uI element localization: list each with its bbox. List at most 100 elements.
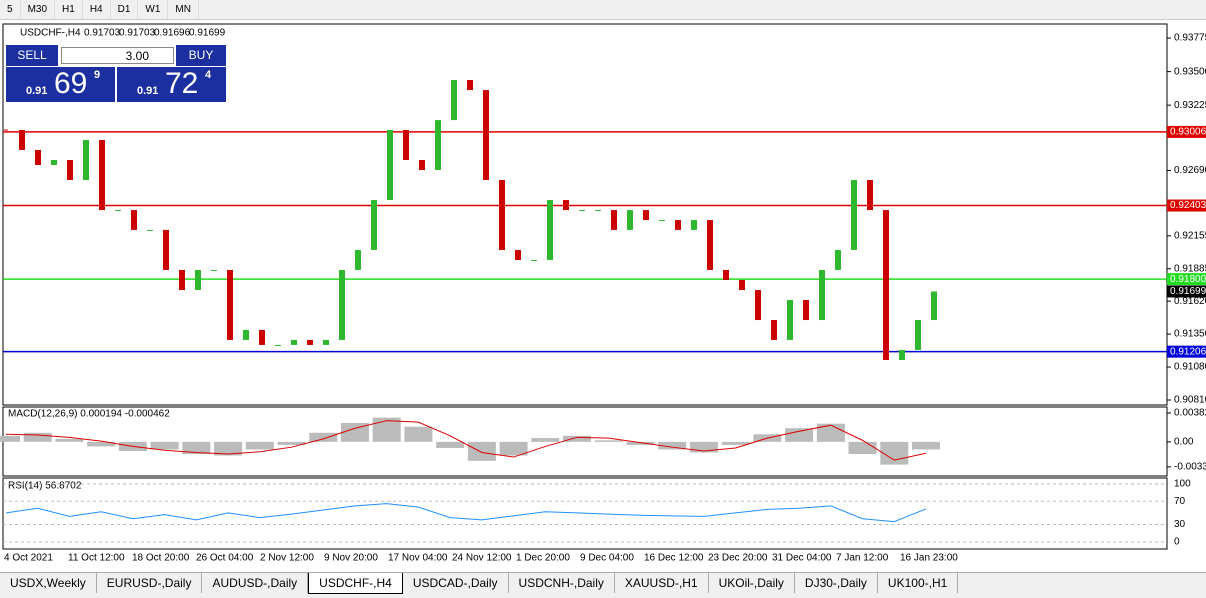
candle — [451, 80, 457, 121]
trade-panel: SELL 3.00 BUY 0.91 69 9 0.91 72 4 — [6, 45, 226, 102]
level-label: 0.91800 — [1170, 274, 1206, 285]
y-tick-label: 0.91885 — [1174, 263, 1206, 274]
y-tick-label: 0.93225 — [1174, 100, 1206, 111]
y-tick-label: 0.92155 — [1174, 230, 1206, 241]
symbol-tab[interactable]: USDCNH-,Daily — [509, 573, 615, 593]
symbol-tab[interactable]: USDX,Weekly — [0, 573, 97, 593]
quote: 0.91703 — [84, 28, 121, 39]
macd-bar — [404, 426, 433, 442]
level-tag — [1167, 125, 1206, 138]
macd-bar — [467, 441, 496, 461]
macd-bar — [848, 441, 877, 455]
symbol-tab[interactable]: AUDUSD-,Daily — [202, 573, 309, 593]
candle — [659, 220, 665, 222]
candle — [883, 210, 889, 360]
candle — [67, 159, 73, 181]
candle — [291, 339, 297, 345]
x-tick-label: 16 Jan 23:00 — [900, 553, 958, 564]
buy-price[interactable]: 0.91 72 4 — [117, 67, 226, 102]
timeframe-button[interactable]: M30 — [21, 0, 56, 19]
candle — [579, 210, 585, 212]
candle — [547, 200, 553, 260]
candle — [739, 279, 745, 291]
macd-bar — [594, 440, 623, 442]
macd-bar — [563, 435, 592, 442]
candle — [131, 210, 137, 230]
candle — [835, 249, 841, 270]
candle — [563, 200, 569, 211]
candle — [227, 269, 233, 340]
rsi-line — [5, 503, 927, 523]
timeframe-button[interactable]: D1 — [111, 0, 139, 19]
y-tick-label: 0.00 — [1174, 437, 1194, 448]
symbol-tab[interactable]: DJ30-,Daily — [795, 573, 878, 593]
buy-sup: 4 — [205, 69, 212, 81]
macd-bar — [785, 428, 814, 442]
symbol-tab[interactable]: XAUUSD-,H1 — [615, 573, 709, 593]
symbol-tab[interactable]: USDCHF-,H4 — [308, 573, 403, 594]
volume-input[interactable]: 3.00 — [61, 47, 174, 64]
timeframe-button[interactable]: W1 — [138, 0, 169, 19]
y-tick-label: 100 — [1174, 478, 1191, 489]
x-tick-label: 26 Oct 04:00 — [196, 553, 254, 564]
candle — [83, 139, 89, 181]
candle — [723, 269, 729, 280]
timeframe-button[interactable]: H4 — [83, 0, 111, 19]
timeframe-button[interactable]: 5 — [0, 0, 21, 19]
x-tick-label: 4 Oct 2021 — [4, 553, 53, 564]
y-tick-label: -0.0033 — [1174, 462, 1206, 473]
candle — [35, 149, 41, 165]
x-tick-label: 31 Dec 04:00 — [772, 553, 832, 564]
candle — [387, 129, 393, 201]
candle — [275, 344, 281, 346]
current-tag — [1167, 285, 1206, 298]
macd-bar — [880, 441, 909, 465]
candle — [707, 220, 713, 270]
macd-bar — [689, 441, 718, 453]
quote: 0.91699 — [189, 28, 226, 39]
macd-bar — [0, 435, 20, 442]
timeframe-button[interactable]: MN — [168, 0, 199, 19]
macd-bar — [309, 432, 338, 442]
candle — [339, 269, 345, 340]
symbol-tab[interactable]: USDCAD-,Daily — [403, 573, 509, 593]
candle — [867, 180, 873, 211]
x-tick-label: 23 Dec 20:00 — [708, 553, 768, 564]
sell-price[interactable]: 0.91 69 9 — [6, 67, 115, 102]
symbol-tabs: USDX,Weekly EURUSD-,Daily AUDUSD-,Daily USD… — [0, 572, 1206, 598]
candle — [915, 320, 921, 350]
candle — [163, 229, 169, 270]
quote: 0.91696 — [154, 28, 191, 39]
symbol-tab[interactable]: UK100-,H1 — [878, 573, 959, 593]
sell-button[interactable]: SELL — [6, 45, 58, 66]
x-tick-label: 2 Nov 12:00 — [260, 553, 314, 564]
candle — [531, 259, 537, 261]
candle — [419, 159, 425, 171]
x-tick-label: 9 Dec 04:00 — [580, 553, 634, 564]
symbol-tab[interactable]: UKOil-,Daily — [709, 573, 795, 593]
level-tag — [1167, 199, 1206, 212]
sell-big: 0.91 — [26, 85, 48, 97]
candle — [307, 339, 313, 345]
symbol-tab[interactable]: EURUSD-,Daily — [97, 573, 203, 593]
buy-button[interactable]: BUY — [176, 45, 226, 66]
x-tick-label: 16 Dec 12:00 — [644, 553, 704, 564]
y-tick-label: 0.00382 — [1174, 408, 1206, 419]
candle — [483, 90, 489, 181]
y-tick-label: 30 — [1174, 519, 1186, 530]
timeframe-button[interactable]: H1 — [55, 0, 83, 19]
level-label: 0.93006 — [1170, 127, 1206, 138]
candle — [195, 269, 201, 291]
buy-big: 0.91 — [137, 85, 159, 97]
level-tag — [1167, 345, 1206, 358]
candle — [755, 290, 761, 321]
y-tick-label: 0 — [1174, 537, 1180, 548]
candle — [899, 349, 905, 360]
macd-signal — [5, 420, 927, 461]
chart: USDCHF-,H4 MACD(12,26,9) 0.000194 -0.000… — [0, 23, 1206, 564]
